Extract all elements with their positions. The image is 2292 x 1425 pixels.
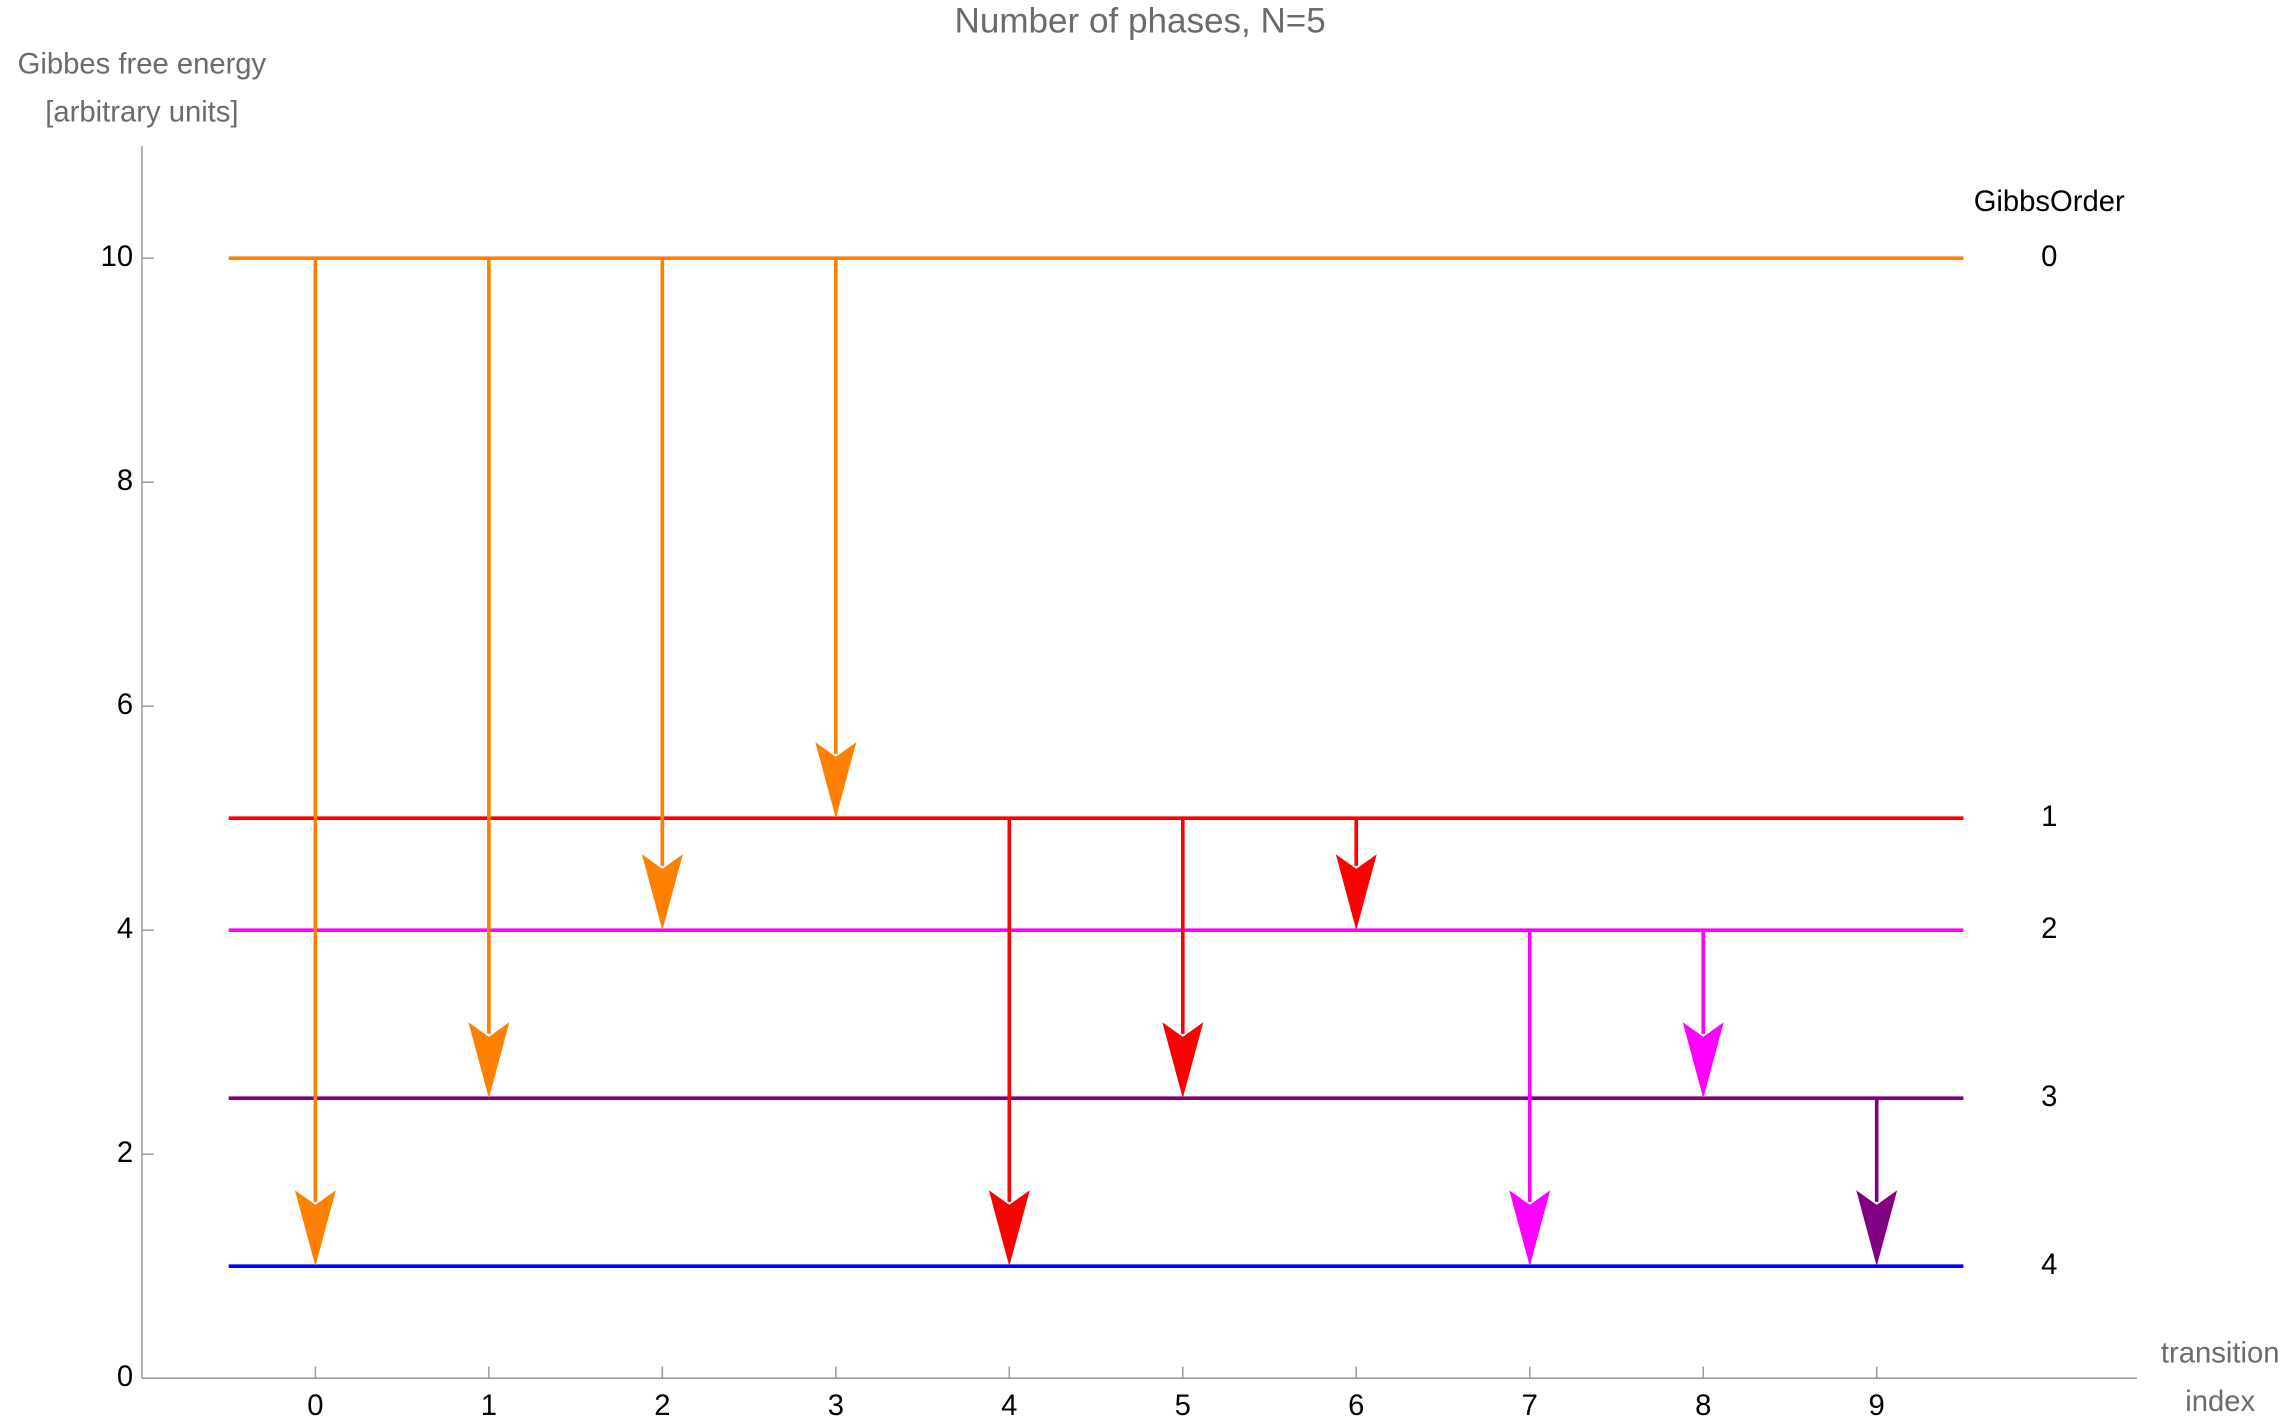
y-tick-label: 10 <box>101 241 134 273</box>
arrow-head <box>468 1022 510 1099</box>
arrow-head <box>1335 854 1377 931</box>
x-tick-label: 4 <box>1001 1390 1017 1422</box>
legend-title: GibbsOrder <box>1974 186 2125 218</box>
x-tick-label: 1 <box>481 1390 497 1422</box>
arrow-head <box>815 742 857 819</box>
transition-arrow <box>988 818 1030 1267</box>
level-label: 3 <box>2041 1081 2057 1113</box>
y-axis-label: Gibbes free energy <box>18 48 267 80</box>
arrow-head <box>641 854 683 931</box>
x-axis-label: transition <box>2161 1338 2280 1370</box>
x-tick-label: 2 <box>654 1390 670 1422</box>
transition-arrow <box>641 258 683 931</box>
y-axis-label: [arbitrary units] <box>45 97 238 129</box>
transition-arrow <box>294 258 336 1267</box>
arrow-head <box>294 1190 336 1267</box>
x-tick-label: 0 <box>307 1390 323 1422</box>
arrow-head <box>1162 1022 1204 1099</box>
x-tick-label: 7 <box>1522 1390 1538 1422</box>
y-tick-label: 0 <box>117 1361 133 1393</box>
level-label: 2 <box>2041 913 2057 945</box>
transition-arrow <box>815 258 857 819</box>
arrow-head <box>1509 1190 1551 1267</box>
transition-arrow <box>1682 930 1724 1099</box>
x-tick-label: 5 <box>1175 1390 1191 1422</box>
level-label: 1 <box>2041 801 2057 833</box>
y-tick-label: 4 <box>117 913 133 945</box>
arrow-head <box>1682 1022 1724 1099</box>
x-tick-label: 3 <box>828 1390 844 1422</box>
transition-arrow <box>1509 930 1551 1267</box>
y-tick-label: 8 <box>117 465 133 497</box>
level-label: 0 <box>2041 241 2057 273</box>
transition-arrow <box>1162 818 1204 1099</box>
x-tick-label: 8 <box>1695 1390 1711 1422</box>
x-axis-label: index <box>2185 1386 2255 1418</box>
y-tick-label: 2 <box>117 1137 133 1169</box>
level-label: 4 <box>2041 1249 2057 1281</box>
x-tick-label: 9 <box>1869 1390 1885 1422</box>
x-tick-label: 6 <box>1348 1390 1364 1422</box>
arrow-head <box>1856 1190 1898 1267</box>
y-tick-label: 6 <box>117 689 133 721</box>
chart-title: Number of phases, N=5 <box>955 2 1326 41</box>
transition-arrow <box>1856 1098 1898 1267</box>
transition-arrow <box>1335 818 1377 931</box>
transition-arrow <box>468 258 510 1099</box>
arrow-head <box>988 1190 1030 1267</box>
